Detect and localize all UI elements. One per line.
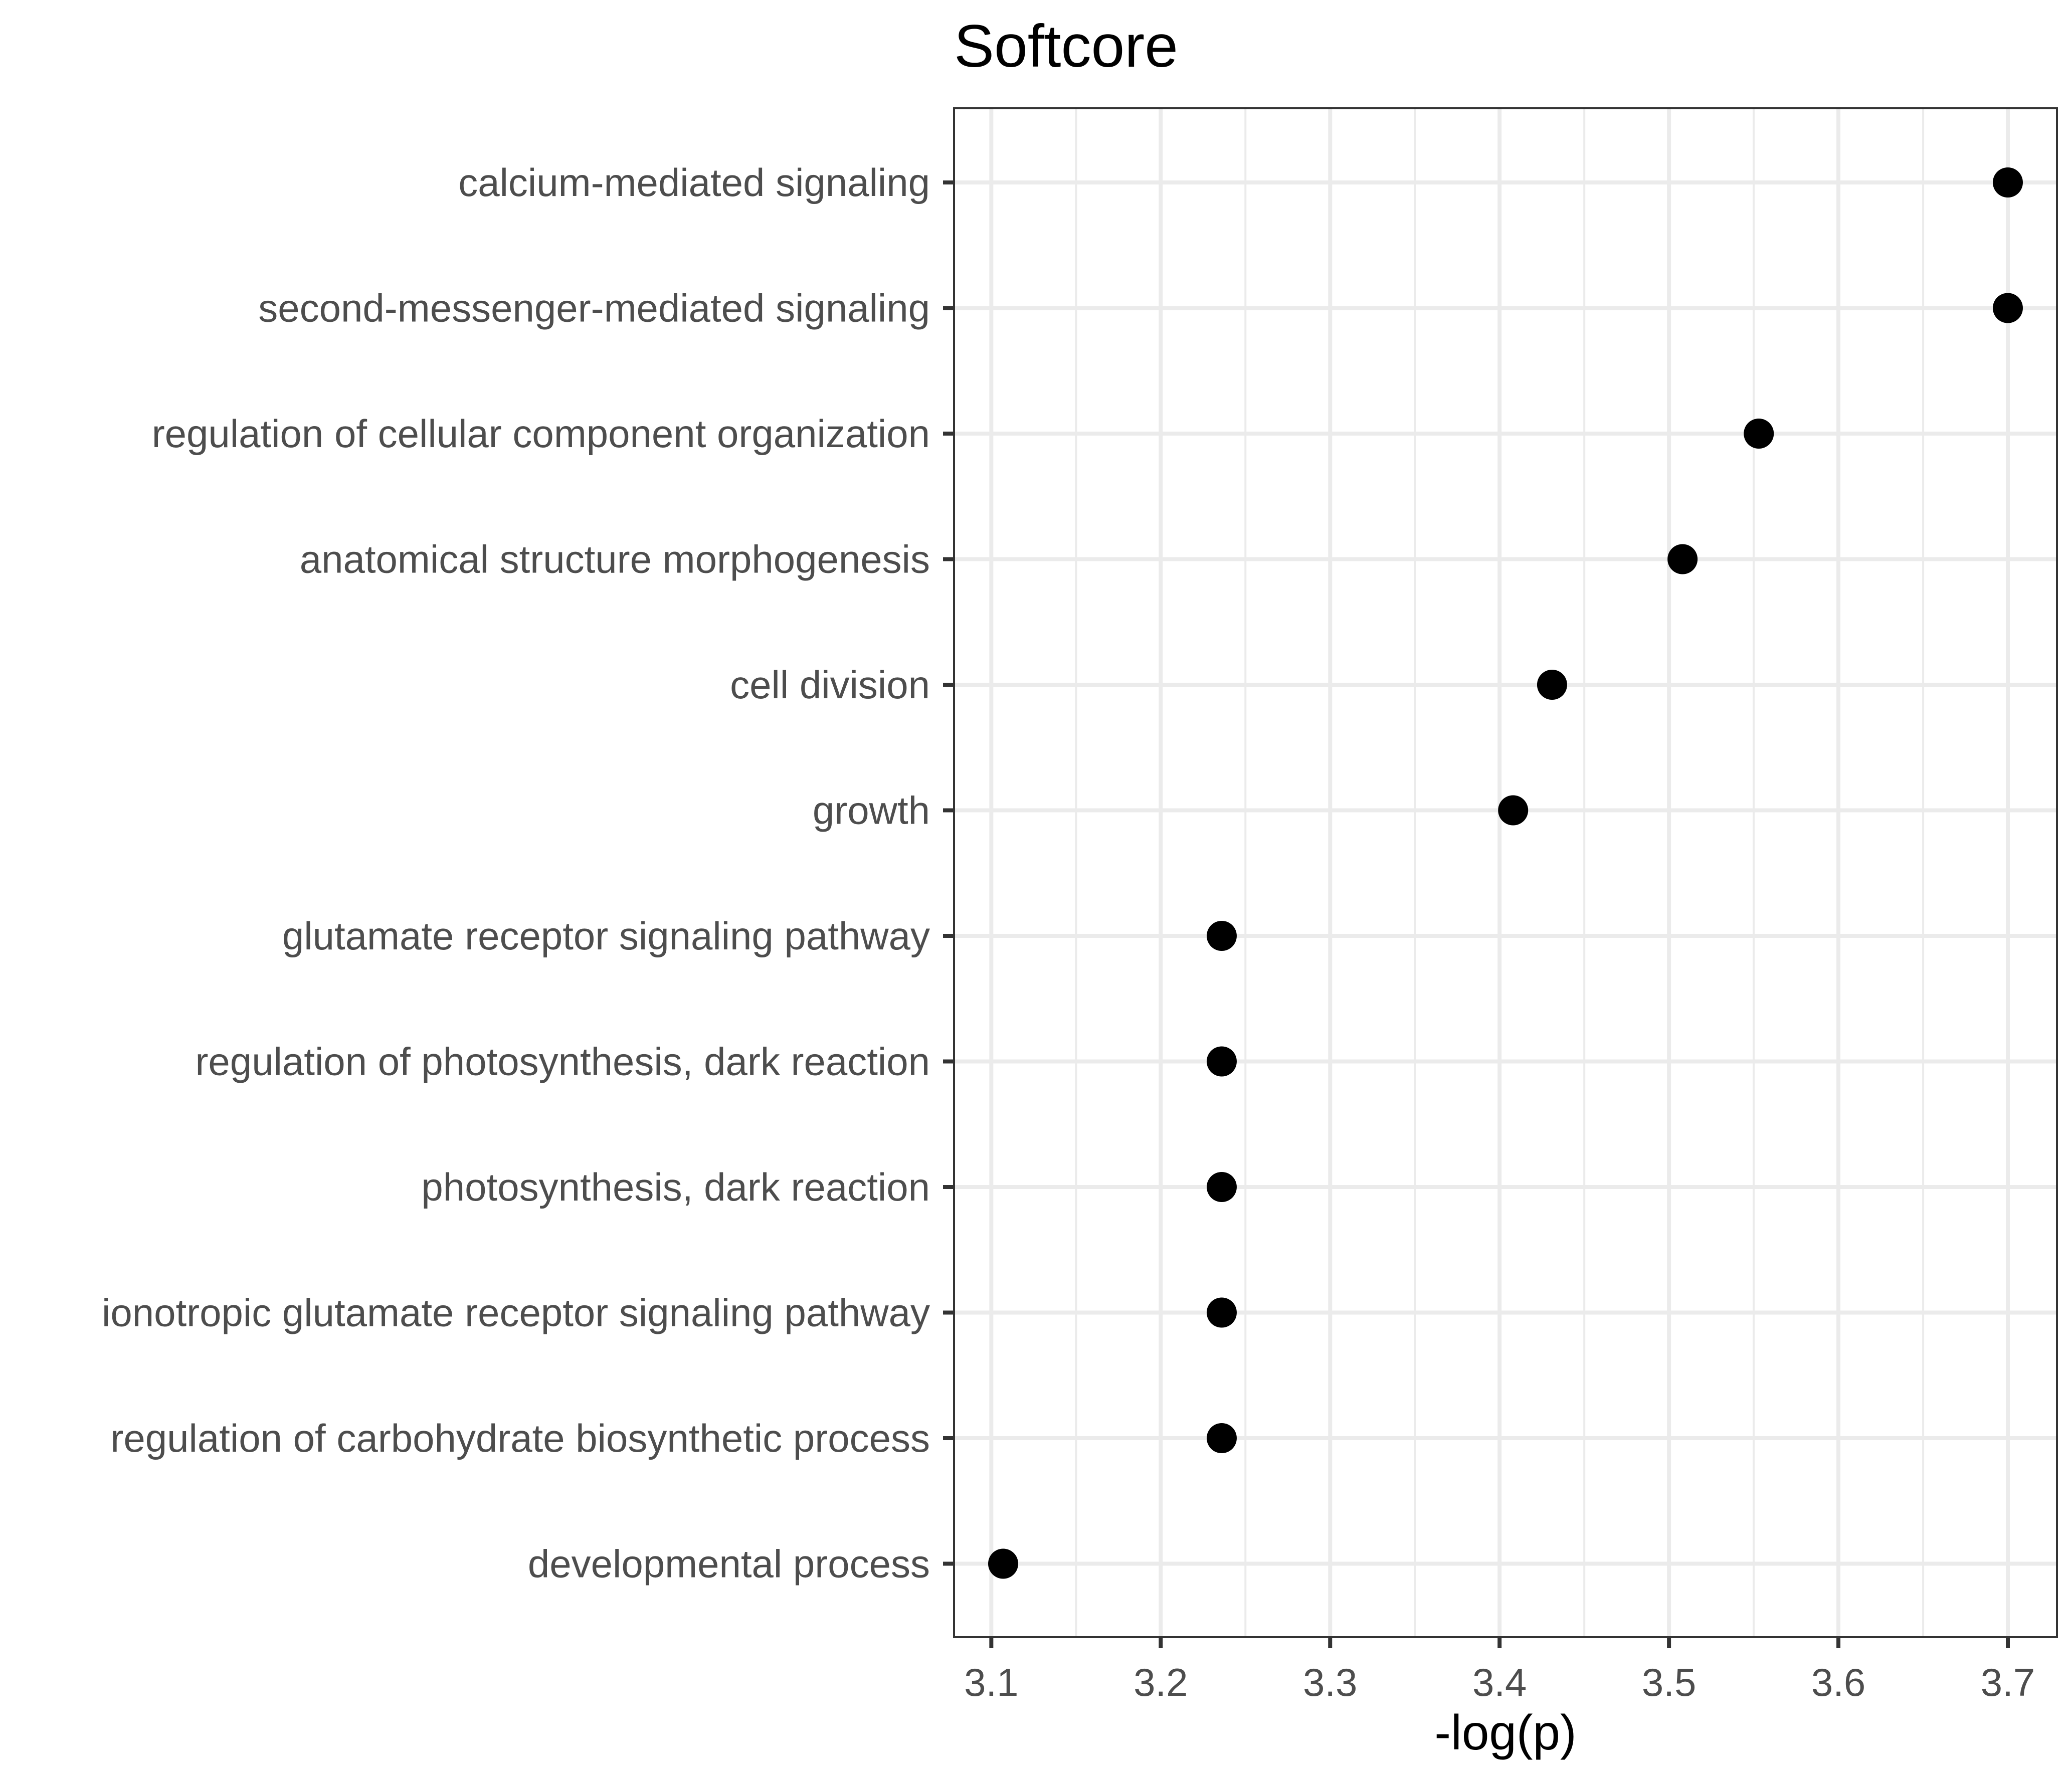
data-point [1206,1297,1237,1328]
y-axis: calcium-mediated signaling second-messeng… [102,160,954,1586]
y-tick-label: regulation of cellular component organiz… [152,412,930,456]
y-tick-label: second-messenger-mediated signaling [258,286,930,330]
y-tick-label: regulation of carbohydrate biosynthetic … [110,1416,930,1460]
y-tick-label: cell division [730,663,930,707]
y-tick-label: glutamate receptor signaling pathway [282,914,930,958]
data-point [1206,1423,1237,1453]
data-point [1206,1172,1237,1202]
x-tick-label: 3.7 [1981,1660,2035,1704]
data-point [1498,795,1529,826]
y-tick-label: ionotropic glutamate receptor signaling … [102,1291,930,1335]
x-tick-label: 3.4 [1472,1660,1527,1704]
y-tick-label: calcium-mediated signaling [458,160,930,205]
data-point [988,1548,1019,1579]
panel-border [953,107,2058,1638]
x-axis-title: -log(p) [1434,1705,1576,1760]
x-tick-label: 3.2 [1134,1660,1188,1704]
y-tick-label: photosynthesis, dark reaction [421,1165,930,1209]
data-point [1992,167,2023,198]
y-tick-label: developmental process [528,1542,930,1586]
y-tick-label: regulation of photosynthesis, dark react… [195,1040,930,1084]
data-point [1537,670,1567,700]
data-point [1206,1046,1237,1077]
y-tick-label: growth [813,788,930,833]
x-axis: 3.1 3.2 3.3 3.4 3.5 3.6 3.7 [964,1637,2035,1704]
chart-title: Softcore [954,13,1178,80]
data-point [1992,293,2023,323]
y-tick-label: anatomical structure morphogenesis [300,537,930,581]
data-point [1744,419,1774,449]
x-tick-label: 3.6 [1811,1660,1865,1704]
data-points [988,167,2023,1579]
data-point [1206,921,1237,951]
x-tick-label: 3.3 [1303,1660,1357,1704]
x-tick-label: 3.1 [964,1660,1018,1704]
grid-lines [954,108,2057,1637]
x-tick-label: 3.5 [1642,1660,1696,1704]
data-point [1667,544,1698,574]
